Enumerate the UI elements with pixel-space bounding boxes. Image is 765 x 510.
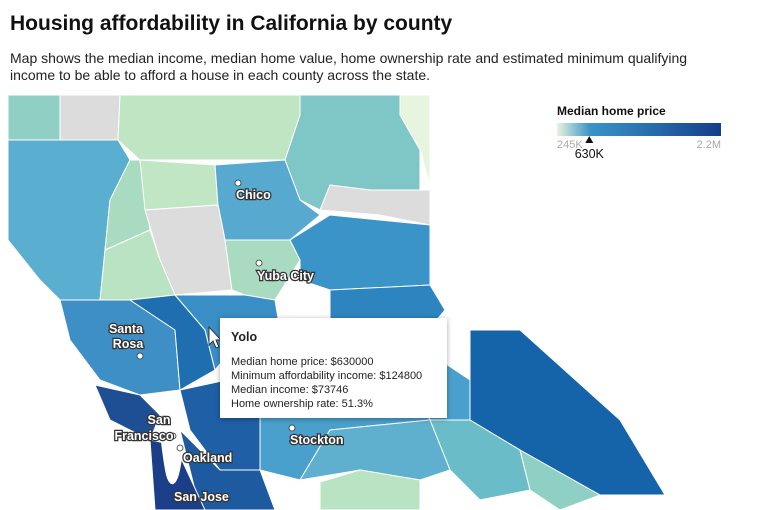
- title: Housing affordability in California by c…: [10, 12, 453, 35]
- county: [319, 184, 431, 226]
- legend-min: 245K: [557, 139, 583, 151]
- legend-marker: [585, 136, 594, 143]
- city-label-line: Chico: [236, 188, 271, 202]
- city-label-line: Yuba City: [257, 269, 314, 283]
- city-label-line: Stockton: [290, 433, 343, 447]
- city-dot: [169, 432, 177, 440]
- county: [117, 94, 301, 161]
- county: [139, 159, 219, 211]
- legend-max: 2.2M: [697, 139, 721, 151]
- city-label: San Jose: [174, 490, 229, 504]
- county: [319, 469, 421, 510]
- city-label: Santa Rosa: [109, 322, 144, 351]
- city-label-line: Oakland: [183, 451, 232, 465]
- legend-title: Median home price: [557, 104, 666, 118]
- city-label-line: Rosa: [113, 337, 145, 351]
- city-dot: [255, 259, 263, 267]
- city-dot: [176, 444, 184, 452]
- tooltip-title: Yolo: [231, 330, 258, 344]
- legend-scale: [557, 123, 721, 136]
- county: [59, 94, 121, 141]
- legend: Median home price 245K 2.2M 630K: [557, 104, 721, 161]
- county: [94, 384, 161, 441]
- subtitle: Map shows the median income, median home…: [10, 50, 688, 83]
- city-label-line: Santa: [109, 322, 144, 336]
- city-dot: [136, 352, 144, 360]
- city-label: Stockton: [290, 433, 343, 447]
- city-dot: [288, 424, 296, 432]
- city-dots: [136, 179, 296, 452]
- city-label: Yuba City: [257, 269, 314, 283]
- tooltip-line: Minimum affordability income: $124800: [231, 370, 423, 382]
- city-label: Chico: [236, 188, 271, 202]
- tooltip: Yolo Median home price: $630000 Minimum …: [220, 318, 447, 418]
- city-label: Oakland: [183, 451, 232, 465]
- city-label-line: San Jose: [174, 490, 229, 504]
- tooltip-line: Home ownership rate: 51.3%: [231, 398, 373, 410]
- city-label: San Francisco: [114, 413, 173, 443]
- city-dot: [234, 179, 242, 187]
- tooltip-line: Median income: $73746: [231, 384, 349, 396]
- county: [7, 94, 61, 141]
- legend-marker-label: 630K: [575, 147, 605, 161]
- bay-water: [160, 402, 184, 485]
- counties: [7, 94, 666, 510]
- tooltip-line: Median home price: $630000: [231, 356, 374, 368]
- city-label-line: Francisco: [114, 429, 173, 443]
- county: [519, 448, 602, 510]
- city-label-line: San: [148, 413, 171, 427]
